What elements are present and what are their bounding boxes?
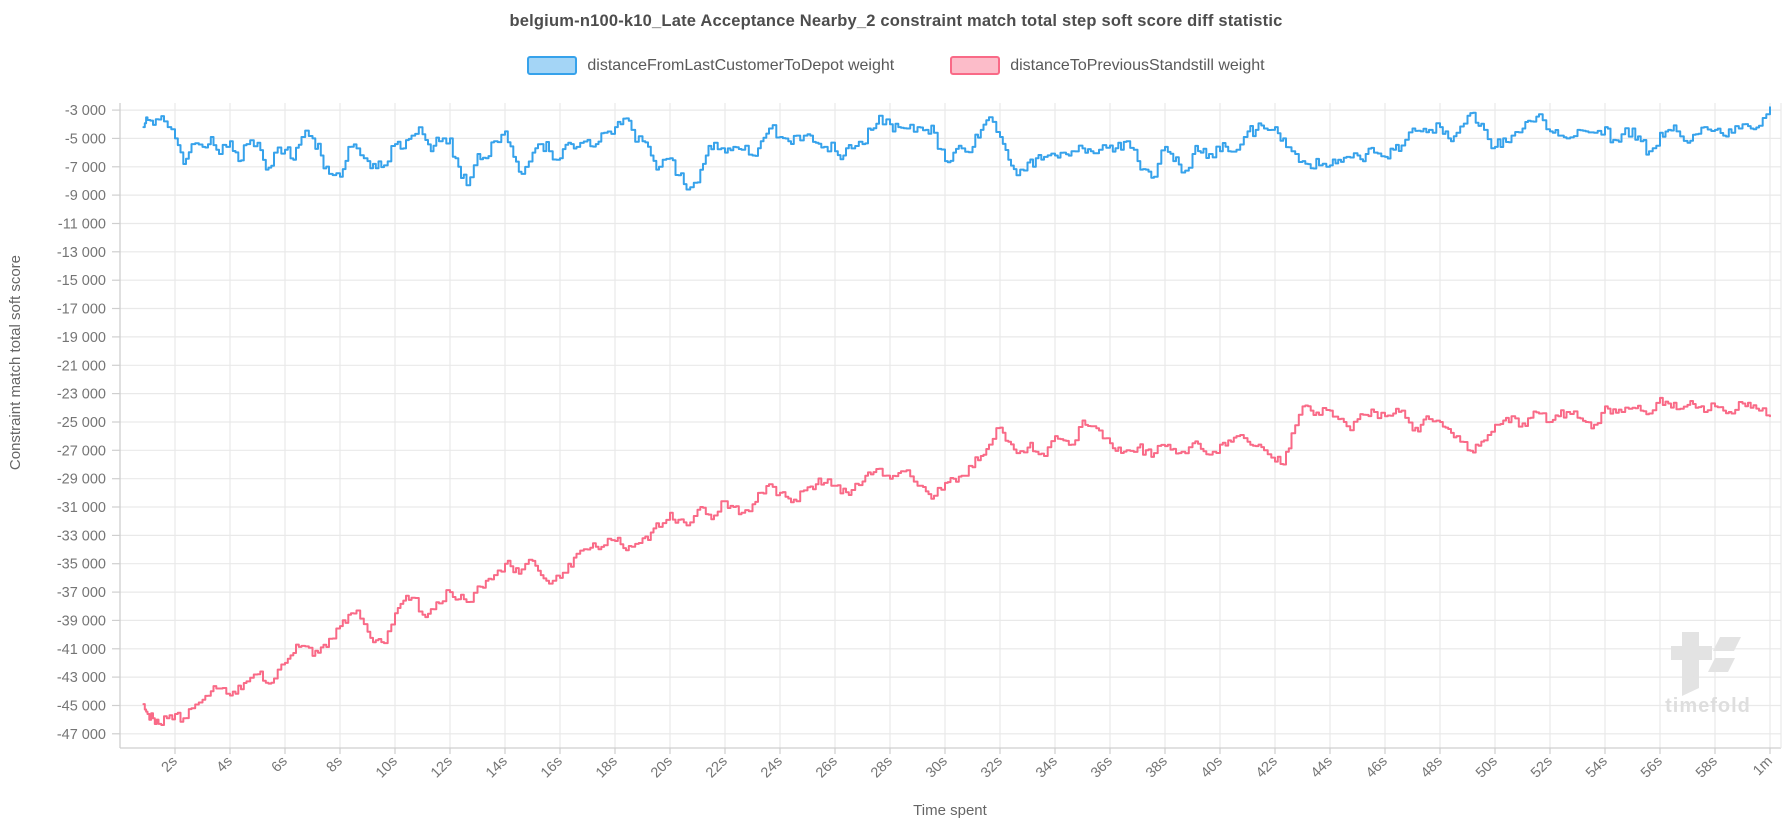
series-line-0 [142, 106, 1771, 191]
svg-text:38s: 38s [1143, 754, 1171, 782]
svg-text:34s: 34s [1033, 754, 1061, 782]
series-line-1 [142, 396, 1771, 726]
svg-text:8s: 8s [324, 754, 346, 776]
legend-swatch-blue [527, 56, 578, 75]
svg-text:46s: 46s [1363, 754, 1391, 782]
svg-text:22s: 22s [703, 754, 731, 782]
svg-text:-15 000: -15 000 [57, 273, 106, 289]
svg-text:4s: 4s [214, 754, 236, 776]
svg-text:6s: 6s [269, 754, 291, 776]
svg-text:20s: 20s [648, 754, 676, 782]
svg-text:-17 000: -17 000 [57, 302, 106, 318]
svg-text:48s: 48s [1418, 754, 1446, 782]
chart-title: belgium-n100-k10_Late Acceptance Nearby_… [509, 12, 1283, 30]
legend-label-pink: distanceToPreviousStandstill weight [1010, 56, 1265, 74]
svg-text:-13 000: -13 000 [57, 245, 106, 261]
svg-text:32s: 32s [978, 754, 1006, 782]
svg-text:-5 000: -5 000 [65, 131, 106, 147]
svg-text:12s: 12s [428, 754, 456, 782]
svg-text:16s: 16s [538, 754, 566, 782]
svg-text:-43 000: -43 000 [57, 670, 106, 686]
svg-text:-29 000: -29 000 [57, 472, 106, 488]
svg-text:-7 000: -7 000 [65, 160, 106, 176]
svg-text:-45 000: -45 000 [57, 699, 106, 715]
svg-text:-47 000: -47 000 [57, 727, 106, 743]
legend-item-distance-to-previous-standstill[interactable]: distanceToPreviousStandstill weight [950, 56, 1265, 75]
svg-text:1m: 1m [1750, 754, 1776, 780]
svg-text:-19 000: -19 000 [57, 330, 106, 346]
svg-text:26s: 26s [813, 754, 841, 782]
svg-text:-25 000: -25 000 [57, 415, 106, 431]
svg-text:-11 000: -11 000 [58, 217, 106, 233]
svg-text:52s: 52s [1528, 754, 1556, 782]
svg-text:-33 000: -33 000 [57, 528, 106, 544]
svg-text:28s: 28s [868, 754, 896, 782]
svg-text:2s: 2s [159, 754, 181, 776]
svg-text:-9 000: -9 000 [65, 188, 106, 204]
svg-text:50s: 50s [1473, 754, 1501, 782]
legend-swatch-pink [950, 56, 1001, 75]
svg-text:40s: 40s [1198, 754, 1226, 782]
svg-text:18s: 18s [593, 754, 621, 782]
svg-text:56s: 56s [1638, 754, 1666, 782]
svg-text:-27 000: -27 000 [57, 443, 106, 459]
legend: distanceFromLastCustomerToDepot weight d… [0, 56, 1792, 75]
svg-text:54s: 54s [1583, 754, 1611, 782]
svg-text:-23 000: -23 000 [57, 387, 106, 403]
x-axis-title: Time spent [913, 802, 987, 819]
svg-text:10s: 10s [373, 754, 401, 782]
svg-text:24s: 24s [758, 754, 786, 782]
svg-text:58s: 58s [1693, 754, 1721, 782]
svg-text:44s: 44s [1308, 754, 1336, 782]
svg-text:42s: 42s [1253, 754, 1281, 782]
legend-item-distance-from-last-customer[interactable]: distanceFromLastCustomerToDepot weight [527, 56, 894, 75]
svg-text:-41 000: -41 000 [57, 642, 106, 658]
legend-label-blue: distanceFromLastCustomerToDepot weight [587, 56, 895, 74]
svg-text:36s: 36s [1088, 754, 1116, 782]
svg-text:-35 000: -35 000 [57, 557, 106, 573]
timefold-logo-icon [1671, 632, 1741, 696]
svg-text:timefold: timefold [1665, 695, 1751, 717]
svg-text:30s: 30s [923, 754, 951, 782]
y-axis-title: Constraint match total soft score [7, 255, 24, 471]
svg-text:-37 000: -37 000 [57, 585, 106, 601]
svg-text:14s: 14s [483, 754, 511, 782]
svg-text:-21 000: -21 000 [57, 358, 106, 374]
svg-text:-39 000: -39 000 [57, 613, 106, 629]
svg-text:-3 000: -3 000 [65, 103, 106, 119]
svg-text:-31 000: -31 000 [57, 500, 106, 516]
